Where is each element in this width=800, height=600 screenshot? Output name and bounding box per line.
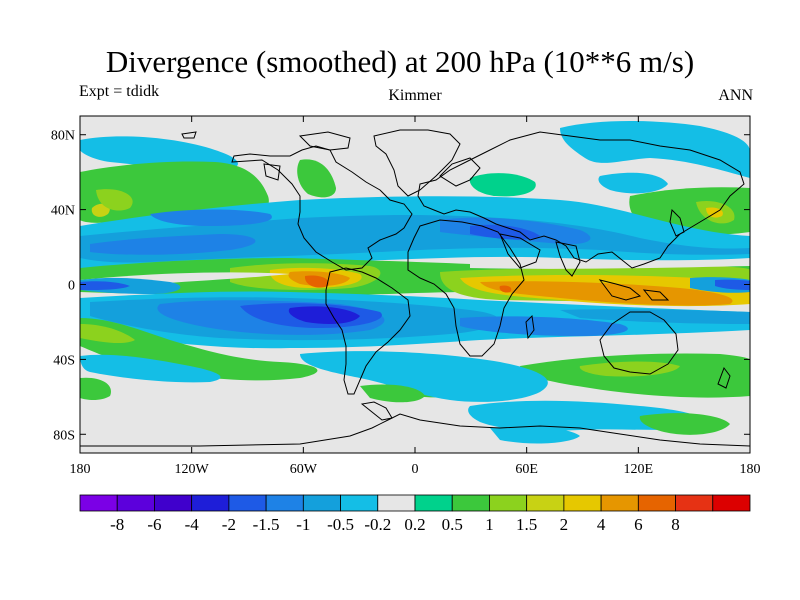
lat-tick-label: 0 [68, 279, 75, 294]
contour-fill [715, 279, 750, 290]
contour-fill [579, 361, 680, 377]
contour-fill [560, 121, 750, 178]
coastline-arabia [499, 233, 541, 269]
colorbar-swatch [377, 494, 416, 512]
colorbar-swatch [675, 494, 714, 512]
colorbar-label: -0.2 [364, 515, 391, 534]
lat-tick-label: 80S [53, 428, 75, 443]
contour-fill [300, 351, 548, 402]
colorbar-swatch [340, 494, 379, 512]
colorbar-swatch [265, 494, 304, 512]
lon-tick-label: 180 [740, 462, 761, 477]
coastline-north-america [231, 145, 413, 271]
contour-fill [598, 172, 668, 194]
colorbar-swatch [451, 494, 490, 512]
lon-tick-label: 60E [515, 462, 538, 477]
colorbar-swatch [154, 494, 193, 512]
coastline-greenland [373, 129, 461, 197]
coastline-indonesia [598, 279, 670, 301]
lat-tick-label: 80N [51, 129, 75, 144]
colorbar-label: -1 [296, 515, 310, 534]
coastlines [80, 129, 750, 447]
lon-tick-label: 180 [70, 462, 91, 477]
colorbar-label: -0.5 [327, 515, 354, 534]
contour-fill [639, 413, 730, 435]
contour-fill [80, 377, 111, 400]
contour-fill [469, 173, 536, 197]
colorbar-swatch [600, 494, 639, 512]
contour-fill [80, 354, 221, 383]
colorbar-swatch [191, 494, 230, 512]
contour-fill [96, 189, 133, 211]
contour-fill [80, 281, 130, 290]
colorbar-label: 6 [634, 515, 643, 534]
figure-title: Divergence (smoothed) at 200 hPa (10**6 … [105, 44, 695, 79]
colorbar-label: 1.5 [516, 515, 537, 534]
contour-fill [150, 209, 272, 226]
colorbar: -8 -6 -4 -2 -1.5 -1 -0.5 -0.2 0.2 0.5 1 1.5 2 4 6 8 [79, 494, 751, 534]
coastline-antarctic-peninsula [360, 401, 393, 421]
contour-fill [304, 275, 329, 288]
model-label: Kimmer [388, 87, 442, 104]
colorbar-label: 8 [671, 515, 680, 534]
contour-fill [560, 309, 750, 324]
contour-fill [499, 285, 512, 293]
lon-tick-label: 120W [175, 462, 210, 477]
lon-tick-label: 120E [624, 462, 654, 477]
coastline-africa [407, 219, 525, 357]
coastline-new-zealand [717, 366, 731, 389]
contour-fill [80, 324, 135, 344]
colorbar-swatch [526, 494, 565, 512]
coastline-scandinavia [439, 157, 481, 187]
coastline-south-america [325, 267, 411, 395]
coastline-japan [669, 208, 685, 237]
colorbar-swatch [79, 494, 118, 512]
contour-fill [470, 262, 750, 269]
colorbar-swatch [414, 494, 453, 512]
colorbar-swatch [302, 494, 341, 512]
contour-fill [490, 426, 580, 444]
lat-tick-label: 40S [53, 353, 75, 368]
lon-tick-label: 60W [290, 462, 318, 477]
contour-fill [91, 203, 110, 217]
colorbar-label: 2 [560, 515, 569, 534]
lon-tick-label: 0 [412, 462, 419, 477]
colorbar-swatch [489, 494, 528, 512]
contour-fill [90, 234, 256, 255]
contour-fill [460, 316, 628, 336]
experiment-label: Expt = tdidk [79, 83, 160, 100]
colorbar-label: -4 [185, 515, 200, 534]
divergence-field [80, 121, 750, 444]
colorbar-swatch [228, 494, 267, 512]
contour-fill [360, 384, 425, 403]
contour-fill [706, 207, 723, 218]
colorbar-label: 0.5 [442, 515, 463, 534]
colorbar-swatch [712, 494, 751, 512]
colorbar-label: 1 [485, 515, 494, 534]
colorbar-label: 4 [597, 515, 606, 534]
lat-tick-label: 40N [51, 204, 75, 219]
colorbar-swatch [116, 494, 155, 512]
colorbar-label: -2 [222, 515, 236, 534]
coastline-canada-islands [181, 131, 351, 181]
contour-fill [297, 159, 336, 198]
season-label: ANN [718, 87, 753, 104]
coastline-australia [599, 311, 679, 375]
coastline-antarctica [80, 413, 750, 447]
coastline-eurasia [417, 131, 745, 269]
colorbar-swatch [637, 494, 676, 512]
contour-fill [288, 306, 360, 324]
contour-fill [80, 215, 750, 263]
colorbar-swatch [563, 494, 602, 512]
coastline-madagascar [525, 314, 535, 340]
colorbar-label: 0.2 [404, 515, 425, 534]
coastline-india [555, 241, 581, 277]
colorbar-label: -8 [110, 515, 124, 534]
longitude-axis: 180 120W 60W 0 60E 120E 180 [70, 116, 761, 477]
colorbar-label: -1.5 [253, 515, 280, 534]
contour-fill [480, 281, 733, 306]
latitude-axis: 80N 40N 0 40S 80S [51, 129, 750, 443]
colorbar-label: -6 [147, 515, 161, 534]
